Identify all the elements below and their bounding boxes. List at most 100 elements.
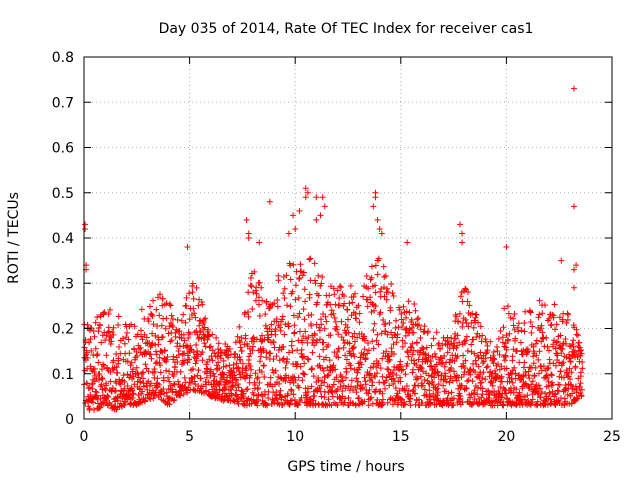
data-point bbox=[109, 328, 116, 335]
data-point bbox=[541, 302, 548, 309]
data-point bbox=[578, 350, 585, 357]
data-point bbox=[565, 311, 572, 318]
data-point bbox=[164, 374, 171, 381]
data-point bbox=[104, 392, 111, 399]
data-point bbox=[405, 387, 412, 394]
data-point bbox=[344, 324, 351, 331]
data-point bbox=[389, 290, 396, 297]
data-point bbox=[368, 394, 375, 401]
data-point bbox=[421, 377, 428, 384]
data-point bbox=[217, 346, 224, 353]
data-point bbox=[105, 394, 112, 401]
data-point bbox=[170, 353, 177, 360]
data-point bbox=[136, 398, 143, 405]
data-point bbox=[116, 344, 123, 351]
data-point bbox=[528, 329, 535, 336]
data-point bbox=[290, 312, 297, 319]
data-point bbox=[347, 282, 354, 289]
data-point bbox=[390, 292, 397, 299]
data-point bbox=[365, 347, 372, 354]
data-point bbox=[497, 384, 504, 391]
data-point bbox=[219, 393, 226, 400]
data-point bbox=[146, 303, 153, 310]
data-point bbox=[106, 328, 113, 335]
data-point bbox=[484, 363, 491, 370]
data-point bbox=[334, 349, 341, 356]
data-point bbox=[511, 311, 518, 318]
data-point bbox=[447, 397, 454, 404]
data-point bbox=[578, 347, 585, 354]
data-point bbox=[502, 352, 509, 359]
data-point bbox=[474, 352, 481, 359]
data-point bbox=[513, 386, 520, 393]
data-point bbox=[414, 316, 421, 323]
data-point bbox=[499, 334, 506, 341]
data-point bbox=[172, 333, 179, 340]
data-point bbox=[213, 334, 220, 341]
data-point bbox=[292, 282, 299, 289]
data-point bbox=[414, 375, 421, 382]
data-point bbox=[462, 357, 469, 364]
data-point bbox=[296, 310, 303, 317]
data-point bbox=[368, 309, 375, 315]
data-point bbox=[318, 382, 325, 389]
data-point bbox=[515, 328, 522, 335]
data-point bbox=[394, 331, 401, 338]
data-point bbox=[206, 332, 213, 339]
data-point bbox=[470, 400, 477, 407]
data-point bbox=[429, 379, 436, 386]
data-point bbox=[139, 375, 146, 382]
data-point bbox=[469, 401, 476, 408]
y-tick-label: 0.4 bbox=[52, 231, 74, 247]
data-point bbox=[194, 348, 201, 355]
data-point bbox=[373, 386, 380, 393]
data-point bbox=[409, 351, 416, 358]
data-point bbox=[465, 377, 472, 384]
data-point bbox=[248, 283, 255, 290]
data-point bbox=[360, 293, 367, 300]
data-point bbox=[169, 323, 176, 330]
data-point bbox=[341, 399, 348, 406]
data-point bbox=[382, 377, 389, 384]
data-point bbox=[521, 319, 528, 326]
data-point bbox=[527, 318, 534, 325]
data-point bbox=[209, 347, 216, 354]
data-point bbox=[103, 352, 110, 359]
data-point bbox=[295, 295, 302, 302]
data-point bbox=[530, 360, 537, 367]
data-point bbox=[351, 353, 358, 360]
data-point bbox=[417, 364, 424, 371]
data-point bbox=[331, 291, 338, 298]
data-point bbox=[412, 307, 419, 314]
data-point bbox=[466, 302, 473, 309]
data-point bbox=[568, 382, 575, 389]
data-point bbox=[272, 367, 279, 374]
data-point bbox=[316, 324, 323, 331]
data-point bbox=[479, 385, 486, 392]
data-point bbox=[321, 379, 328, 386]
data-point bbox=[305, 334, 312, 341]
data-point bbox=[174, 358, 181, 365]
data-point bbox=[187, 346, 194, 353]
data-point bbox=[237, 374, 244, 381]
data-point bbox=[178, 317, 185, 324]
data-point bbox=[254, 374, 261, 381]
data-point bbox=[528, 399, 535, 406]
data-point bbox=[284, 302, 291, 309]
data-point bbox=[274, 296, 281, 303]
data-point bbox=[392, 317, 399, 324]
data-point bbox=[222, 384, 229, 391]
data-point bbox=[377, 309, 384, 316]
data-point bbox=[137, 379, 144, 386]
data-point bbox=[285, 230, 292, 237]
data-point bbox=[298, 346, 305, 353]
data-point bbox=[310, 336, 317, 343]
data-point bbox=[557, 332, 564, 339]
data-point bbox=[402, 340, 409, 347]
data-point bbox=[329, 384, 336, 391]
data-point bbox=[558, 345, 565, 352]
data-point bbox=[512, 335, 519, 342]
data-point bbox=[545, 364, 552, 371]
data-point bbox=[304, 189, 311, 196]
data-point bbox=[396, 306, 403, 313]
